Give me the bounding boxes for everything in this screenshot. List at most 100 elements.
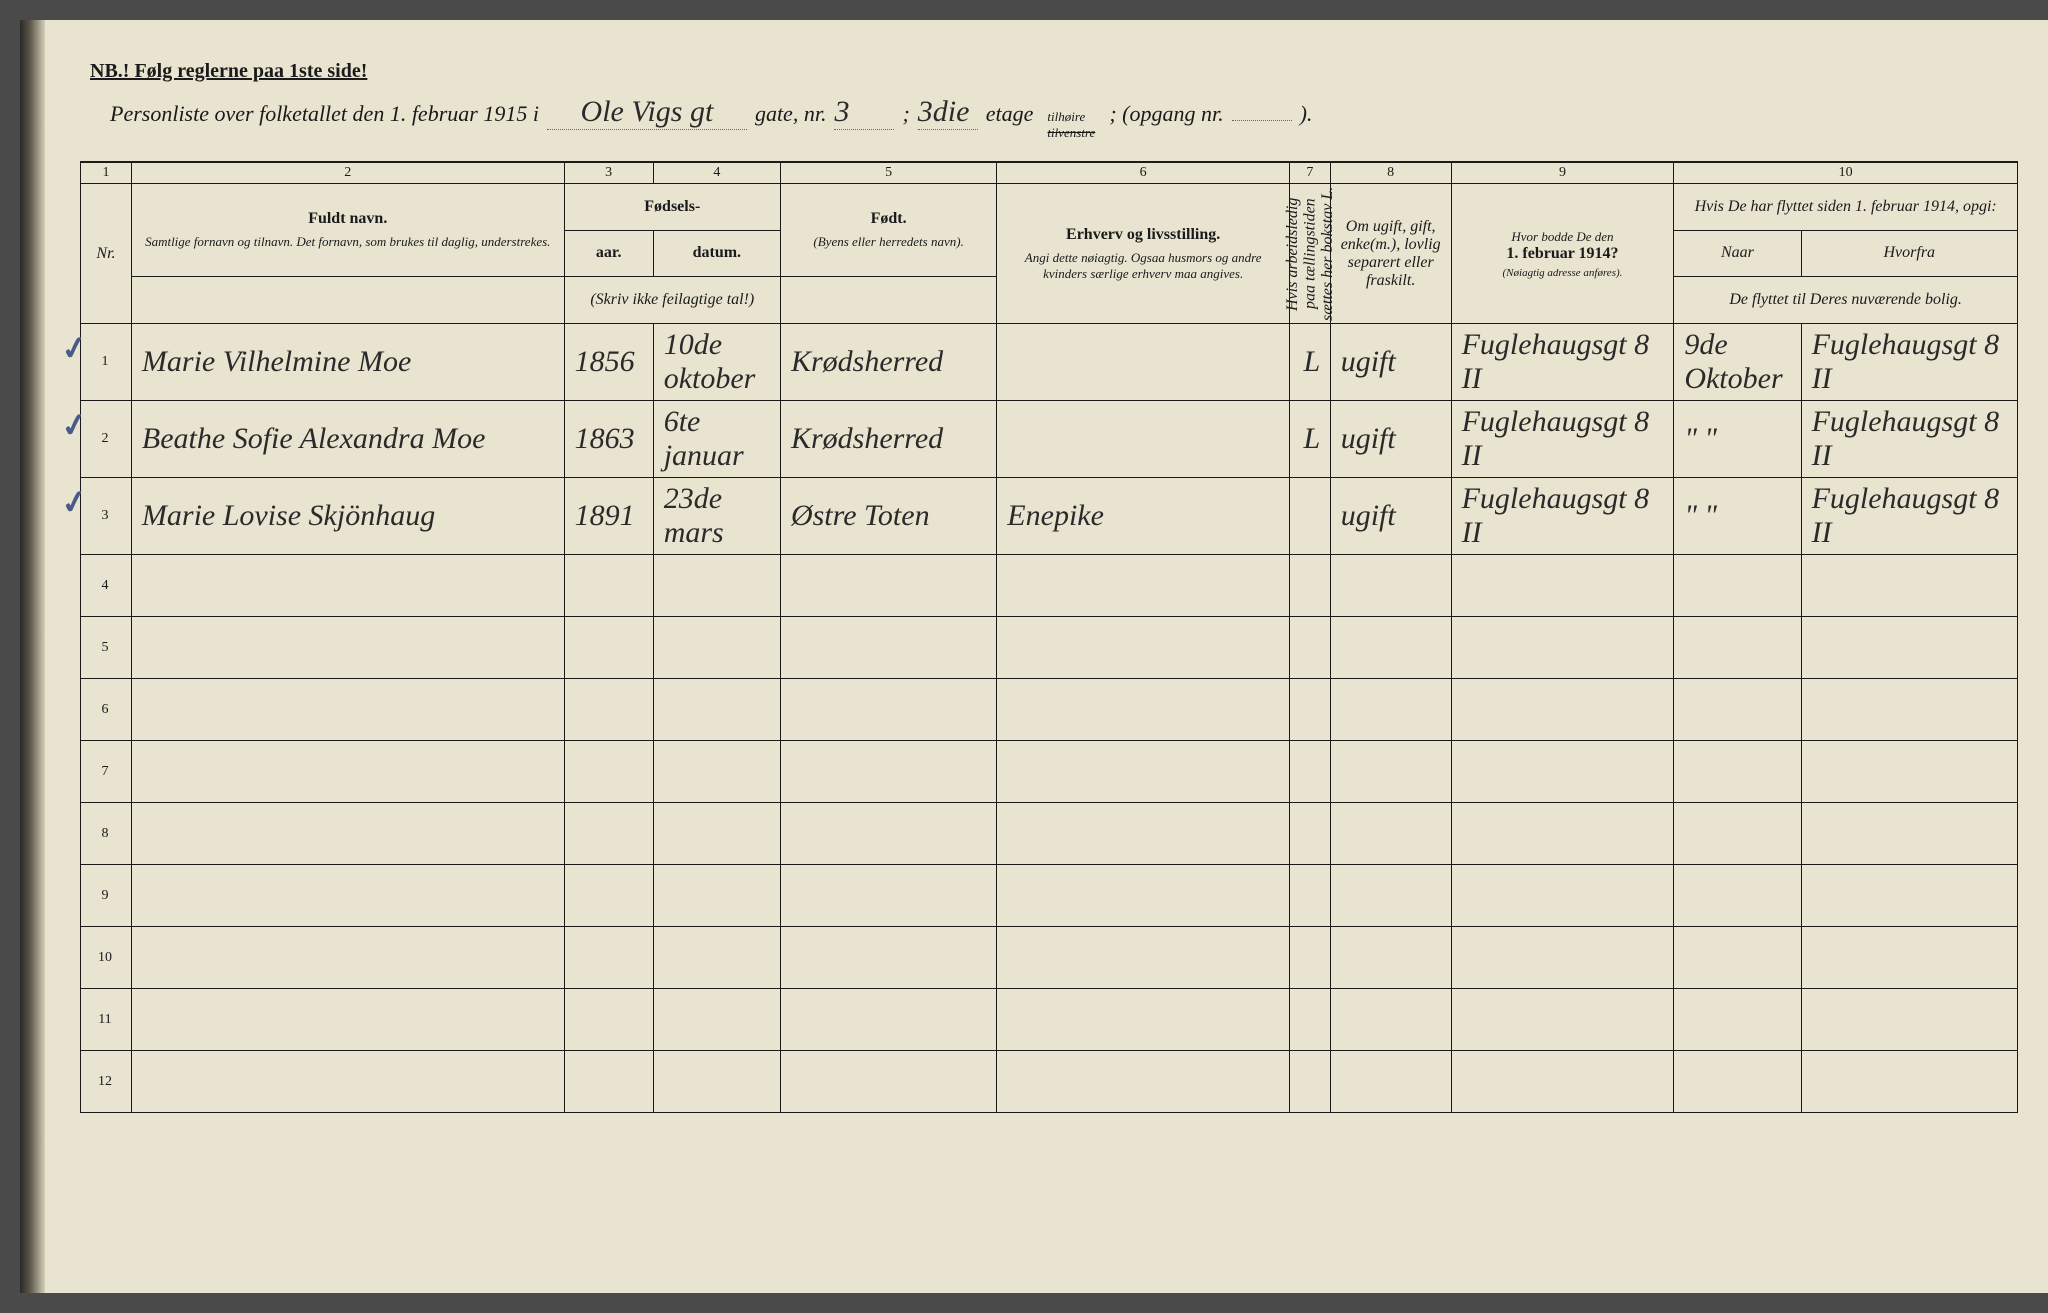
empty-cell: [131, 1051, 564, 1113]
cell-date: 10de oktober: [653, 324, 780, 401]
empty-cell: [1290, 741, 1331, 803]
col9-sub: (Nøiagtig adresse anføres).: [1458, 267, 1668, 279]
empty-cell: [997, 989, 1290, 1051]
row-number: 4: [81, 555, 132, 617]
empty-cell: [997, 1051, 1290, 1113]
empty-cell: [1801, 617, 2017, 679]
row-number: 5: [81, 617, 132, 679]
head-fodested: Født. (Byens eller herredets navn).: [780, 184, 996, 277]
empty-cell: [653, 1051, 780, 1113]
opgang-blank: [1232, 120, 1292, 121]
row-number: 9: [81, 865, 132, 927]
etage-nr: 3die: [918, 95, 978, 130]
row-number: 8: [81, 803, 132, 865]
cell-place: Krødsherred: [780, 401, 996, 478]
empty-cell: [1290, 989, 1331, 1051]
empty-cell: [653, 679, 780, 741]
empty-cell: [653, 927, 780, 989]
cell-name: Beathe Sofie Alexandra Moe: [131, 401, 564, 478]
cell-c8: ugift: [1330, 401, 1451, 478]
empty-cell: [1290, 1051, 1331, 1113]
empty-cell: [131, 803, 564, 865]
empty-cell: [1801, 927, 2017, 989]
empty-cell: [780, 741, 996, 803]
fodsels-note: (Skriv ikke feilagtige tal!): [564, 277, 780, 324]
col-4: 4: [653, 162, 780, 184]
table-row-empty: 9: [81, 865, 2018, 927]
cell-c8: ugift: [1330, 478, 1451, 555]
head-hvorfra: Hvorfra: [1801, 230, 2017, 277]
empty-cell: [780, 679, 996, 741]
empty-cell: [1674, 803, 1801, 865]
cell-date: 23de mars: [653, 478, 780, 555]
empty-cell: [997, 617, 1290, 679]
empty-cell: [1451, 865, 1674, 927]
cell-c9: Fuglehaugsgt 8 II: [1451, 401, 1674, 478]
col-10: 10: [1674, 162, 2018, 184]
empty-cell: [653, 865, 780, 927]
empty-cell: [564, 1051, 653, 1113]
col-1: 1: [81, 162, 132, 184]
empty-cell: [1674, 679, 1801, 741]
empty-cell: [997, 927, 1290, 989]
empty-cell: [1674, 555, 1801, 617]
col-5: 5: [780, 162, 996, 184]
empty-cell: [1801, 1051, 2017, 1113]
table-row-empty: 12: [81, 1051, 2018, 1113]
empty-cell: [780, 927, 996, 989]
empty-cell: [564, 679, 653, 741]
cell-c10a: " ": [1674, 401, 1801, 478]
cell-name: Marie Lovise Skjönhaug: [131, 478, 564, 555]
cell-c10b: Fuglehaugsgt 8 II: [1801, 324, 2017, 401]
etage-label: etage: [986, 101, 1034, 127]
col10-sub: De flyttet til Deres nuværende bolig.: [1674, 277, 2018, 324]
empty-cell: [1330, 1051, 1451, 1113]
empty-cell: [1451, 803, 1674, 865]
cell-c10b: Fuglehaugsgt 8 II: [1801, 478, 2017, 555]
census-table: 1 2 3 4 5 6 7 8 9 10 Nr. Fuldt navn. Sam…: [80, 161, 2018, 1113]
empty-cell: [1330, 989, 1451, 1051]
empty-cell: [780, 989, 996, 1051]
empty-cell: [1674, 617, 1801, 679]
empty-cell: [1674, 989, 1801, 1051]
name-blank: [131, 277, 564, 324]
row-number: 12: [81, 1051, 132, 1113]
fodested: Født.: [787, 210, 990, 228]
empty-cell: [1330, 865, 1451, 927]
side-tilhoire: tilhøire: [1047, 109, 1095, 125]
empty-cell: [1801, 865, 2017, 927]
empty-cell: [131, 679, 564, 741]
head-fodsels: Fødsels-: [564, 184, 780, 231]
cell-occ: Enepike: [997, 478, 1290, 555]
col-9: 9: [1451, 162, 1674, 184]
empty-cell: [1290, 865, 1331, 927]
empty-cell: [1801, 803, 2017, 865]
row-number: 11: [81, 989, 132, 1051]
head-col7: Hvis arbeidsledig paa tællingstiden sætt…: [1290, 184, 1331, 324]
empty-cell: [131, 927, 564, 989]
empty-cell: [1451, 679, 1674, 741]
row-number: ✓2: [81, 401, 132, 478]
empty-cell: [780, 1051, 996, 1113]
empty-cell: [1290, 927, 1331, 989]
empty-cell: [564, 803, 653, 865]
empty-cell: [131, 865, 564, 927]
erhverv: Erhverv og livsstilling.: [1003, 226, 1283, 244]
empty-cell: [780, 803, 996, 865]
cell-name: Marie Vilhelmine Moe: [131, 324, 564, 401]
cell-occ: [997, 401, 1290, 478]
empty-cell: [1290, 803, 1331, 865]
table-body: ✓1Marie Vilhelmine Moe185610de oktoberKr…: [81, 324, 2018, 1113]
empty-cell: [564, 927, 653, 989]
empty-cell: [564, 989, 653, 1051]
fodested-sub: (Byens eller herredets navn).: [787, 234, 990, 250]
empty-cell: [1801, 741, 2017, 803]
empty-cell: [1451, 989, 1674, 1051]
empty-cell: [1290, 555, 1331, 617]
fuldt-navn: Fuldt navn.: [138, 210, 558, 228]
row-number: ✓1: [81, 324, 132, 401]
cell-c10a: 9de Oktober: [1674, 324, 1801, 401]
head-col9: Hvor bodde De den 1. februar 1914? (Nøia…: [1451, 184, 1674, 324]
cell-year: 1863: [564, 401, 653, 478]
street-name: Ole Vigs gt: [547, 95, 747, 130]
